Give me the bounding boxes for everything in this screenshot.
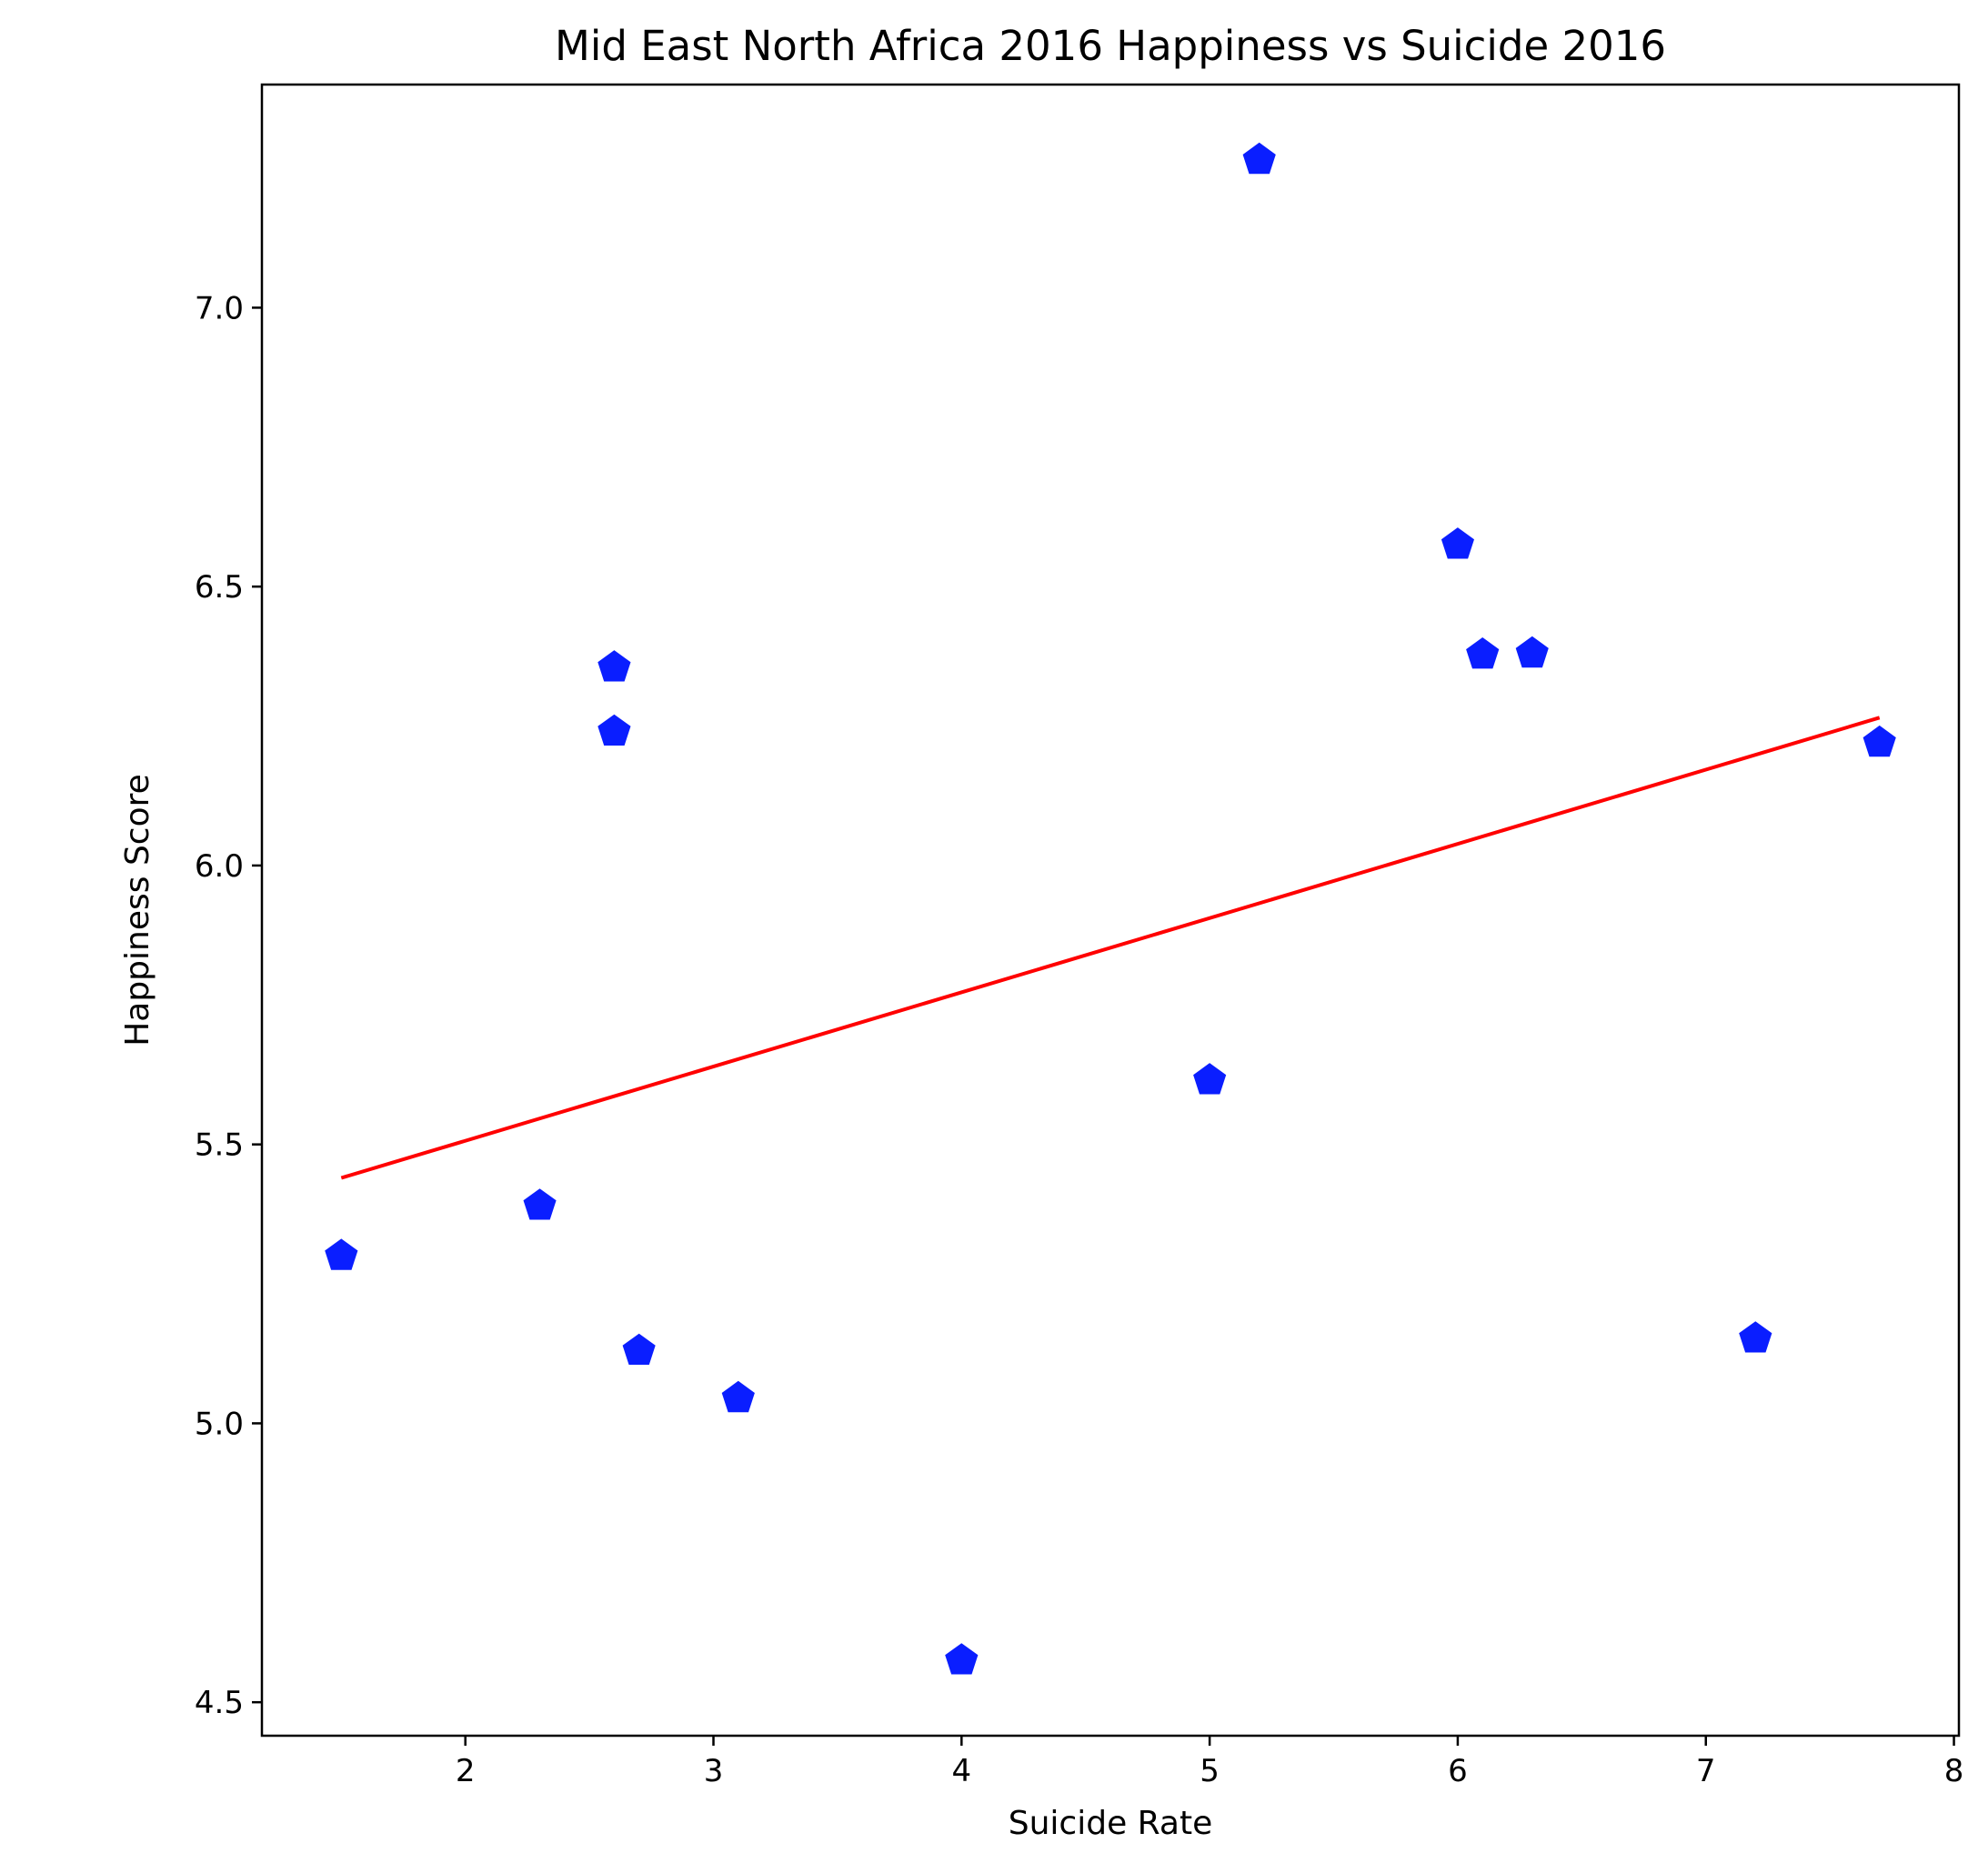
data-point	[1515, 636, 1549, 668]
x-tick-label: 3	[704, 1753, 724, 1789]
data-point	[1193, 1063, 1227, 1095]
x-tick-label: 5	[1200, 1753, 1220, 1789]
data-point	[1242, 142, 1276, 175]
y-tick-label: 7.0	[195, 290, 244, 326]
y-tick-label: 6.0	[195, 848, 244, 885]
x-tick-label: 7	[1696, 1753, 1716, 1789]
y-tick-label: 6.5	[195, 569, 244, 606]
data-point	[597, 714, 631, 746]
data-points	[325, 142, 1896, 1675]
data-point	[1466, 637, 1500, 669]
x-axis: 2 3 4 5 6 7 8	[456, 1736, 1963, 1789]
x-tick-label: 8	[1944, 1753, 1964, 1789]
x-axis-label: Suicide Rate	[1009, 1805, 1212, 1842]
y-tick-label: 5.5	[195, 1127, 244, 1164]
data-point	[622, 1333, 656, 1365]
data-point	[523, 1188, 557, 1220]
y-tick-label: 5.0	[195, 1406, 244, 1442]
y-axis: 4.5 5.0 5.5 6.0 6.5 7.0	[195, 290, 262, 1721]
x-tick-label: 6	[1448, 1753, 1468, 1789]
data-point	[597, 650, 631, 682]
data-point	[1862, 725, 1896, 757]
data-point	[1441, 527, 1474, 559]
data-point	[721, 1380, 755, 1413]
y-tick-label: 4.5	[195, 1685, 244, 1721]
data-point	[1739, 1321, 1772, 1353]
axes-frame	[260, 83, 1961, 1738]
trend-line	[340, 716, 1881, 1180]
data-point	[325, 1238, 358, 1270]
chart-title: Mid East North Africa 2016 Happiness vs …	[555, 22, 1666, 70]
data-point	[945, 1643, 979, 1675]
x-tick-label: 4	[951, 1753, 971, 1789]
plot-area: 2 3 4 5 6 7 8 4.5 5.0 5.5 6.0 6.5 7.0	[195, 83, 1963, 1789]
y-axis-label: Happiness Score	[119, 774, 156, 1047]
x-tick-label: 2	[456, 1753, 476, 1789]
